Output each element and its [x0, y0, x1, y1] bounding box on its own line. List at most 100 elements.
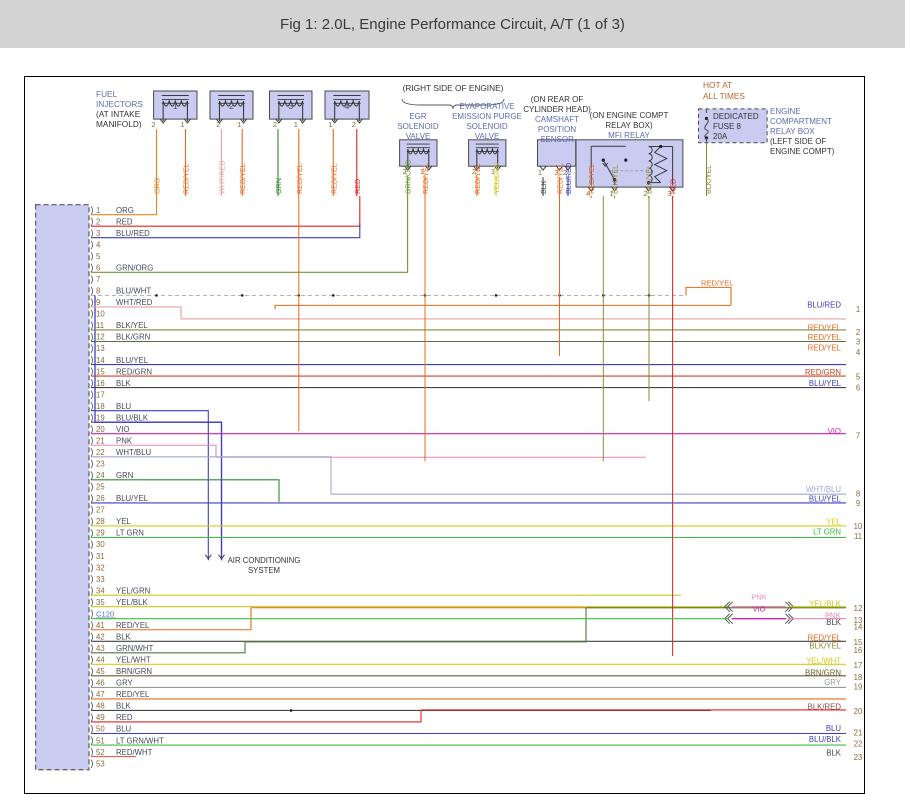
- svg-text:2: 2: [229, 101, 234, 111]
- svg-text:11: 11: [96, 321, 104, 330]
- svg-text:RED: RED: [116, 217, 133, 226]
- svg-text:5: 5: [856, 372, 861, 381]
- svg-text:35: 35: [96, 598, 105, 607]
- svg-text:BLK/YEL: BLK/YEL: [611, 165, 620, 194]
- svg-text:20A: 20A: [713, 132, 728, 141]
- svg-text:BLU: BLU: [826, 724, 842, 733]
- svg-text:YEL/BLK: YEL/BLK: [116, 598, 148, 607]
- svg-text:EGR: EGR: [409, 112, 427, 121]
- svg-text:53: 53: [96, 759, 105, 768]
- svg-text:RED/YEL: RED/YEL: [587, 163, 596, 194]
- svg-text:RED/YEL: RED/YEL: [473, 163, 482, 194]
- svg-text:RELAY BOX): RELAY BOX): [605, 121, 653, 130]
- svg-text:BRN/GRN: BRN/GRN: [116, 667, 152, 676]
- svg-text:BLK: BLK: [116, 702, 132, 711]
- svg-text:41: 41: [96, 621, 105, 630]
- svg-text:3: 3: [96, 229, 100, 238]
- svg-text:32: 32: [96, 563, 105, 572]
- svg-text:7: 7: [856, 432, 860, 441]
- svg-text:BLK: BLK: [539, 180, 548, 194]
- svg-text:LT GRN/WHT: LT GRN/WHT: [116, 736, 164, 745]
- svg-text:RED/YEL: RED/YEL: [295, 163, 304, 194]
- svg-text:ENGINE COMPT): ENGINE COMPT): [770, 147, 835, 156]
- svg-text:6: 6: [96, 264, 100, 273]
- svg-text:24: 24: [96, 471, 105, 480]
- svg-text:2: 2: [216, 120, 220, 129]
- svg-text:(RIGHT SIDE OF ENGINE): (RIGHT SIDE OF ENGINE): [403, 83, 504, 93]
- svg-text:(ON REAR OF: (ON REAR OF: [531, 95, 584, 104]
- svg-text:LT GRN: LT GRN: [116, 529, 144, 538]
- svg-text:14: 14: [96, 356, 105, 365]
- svg-text:RED/YEL: RED/YEL: [116, 690, 150, 699]
- svg-text:49: 49: [96, 713, 105, 722]
- svg-text:20: 20: [854, 707, 863, 716]
- svg-text:RED/YEL: RED/YEL: [182, 163, 191, 194]
- svg-text:CAMSHAFT: CAMSHAFT: [535, 115, 579, 124]
- svg-text:4: 4: [856, 348, 861, 357]
- svg-text:18: 18: [854, 673, 863, 682]
- svg-text:HOT AT: HOT AT: [703, 80, 732, 90]
- svg-text:1: 1: [294, 120, 298, 129]
- svg-text:BLK: BLK: [826, 618, 842, 627]
- svg-text:21: 21: [854, 728, 863, 737]
- svg-text:29: 29: [96, 529, 105, 538]
- svg-text:GRN/ORG: GRN/ORG: [404, 159, 413, 194]
- svg-text:GRN/ORG: GRN/ORG: [116, 264, 153, 273]
- svg-text:RELAY BOX: RELAY BOX: [770, 127, 815, 136]
- svg-text:BLU/WHT: BLU/WHT: [116, 287, 151, 296]
- svg-text:19: 19: [854, 683, 863, 692]
- svg-text:VIO: VIO: [752, 605, 765, 614]
- svg-text:POSITION: POSITION: [538, 125, 576, 134]
- svg-text:23: 23: [96, 460, 105, 469]
- svg-text:BLK: BLK: [116, 632, 132, 641]
- svg-text:BLK: BLK: [826, 749, 842, 758]
- svg-text:27: 27: [96, 506, 105, 515]
- svg-text:RED/YEL: RED/YEL: [808, 344, 842, 353]
- svg-text:30: 30: [96, 540, 105, 549]
- svg-text:AIR CONDITIONING: AIR CONDITIONING: [228, 556, 301, 565]
- svg-text:RED/YEL: RED/YEL: [808, 333, 842, 342]
- svg-text:15: 15: [96, 367, 105, 376]
- svg-text:PNK: PNK: [116, 436, 133, 445]
- svg-text:45: 45: [96, 667, 105, 676]
- svg-text:BLK/YEL: BLK/YEL: [116, 321, 148, 330]
- svg-text:31: 31: [96, 552, 105, 561]
- svg-text:YEL: YEL: [826, 518, 841, 527]
- svg-text:1: 1: [328, 120, 332, 129]
- svg-text:BLK/YEL: BLK/YEL: [645, 165, 654, 194]
- svg-text:ORG: ORG: [153, 177, 162, 194]
- svg-text:19: 19: [96, 413, 105, 422]
- svg-text:2: 2: [151, 120, 155, 129]
- svg-text:(ON ENGINE COMPT: (ON ENGINE COMPT: [590, 111, 669, 120]
- svg-text:1: 1: [96, 206, 100, 215]
- svg-text:MANIFOLD): MANIFOLD): [96, 119, 142, 129]
- svg-text:RED/WHT: RED/WHT: [116, 748, 153, 757]
- svg-text:GRY: GRY: [116, 679, 134, 688]
- svg-text:2: 2: [856, 328, 860, 337]
- svg-text:RED/YEL: RED/YEL: [329, 163, 338, 194]
- svg-text:BLK/YEL: BLK/YEL: [809, 641, 841, 650]
- svg-text:BLU/RED: BLU/RED: [116, 229, 150, 238]
- svg-text:VIO: VIO: [116, 425, 129, 434]
- svg-text:WHT/RED: WHT/RED: [116, 298, 153, 307]
- svg-text:17: 17: [854, 661, 863, 670]
- svg-text:28: 28: [96, 517, 105, 526]
- svg-text:13: 13: [96, 344, 105, 353]
- svg-text:SOLENOID: SOLENOID: [397, 122, 439, 131]
- svg-text:BLU: BLU: [116, 402, 132, 411]
- svg-text:12: 12: [96, 333, 105, 342]
- svg-text:26: 26: [96, 494, 105, 503]
- svg-text:ORG: ORG: [116, 206, 134, 215]
- svg-text:BLK: BLK: [116, 379, 132, 388]
- svg-text:16: 16: [854, 646, 863, 655]
- svg-text:ENGINE: ENGINE: [770, 107, 801, 116]
- svg-text:22: 22: [96, 448, 105, 457]
- svg-text:BLU/YEL: BLU/YEL: [116, 494, 149, 503]
- svg-text:47: 47: [96, 690, 105, 699]
- svg-text:BLK/YEL: BLK/YEL: [704, 165, 713, 194]
- svg-text:9: 9: [856, 499, 860, 508]
- svg-text:RED/GRN: RED/GRN: [116, 367, 152, 376]
- svg-text:4: 4: [345, 101, 350, 111]
- svg-text:INJECTORS: INJECTORS: [96, 99, 143, 109]
- svg-text:25: 25: [96, 483, 105, 492]
